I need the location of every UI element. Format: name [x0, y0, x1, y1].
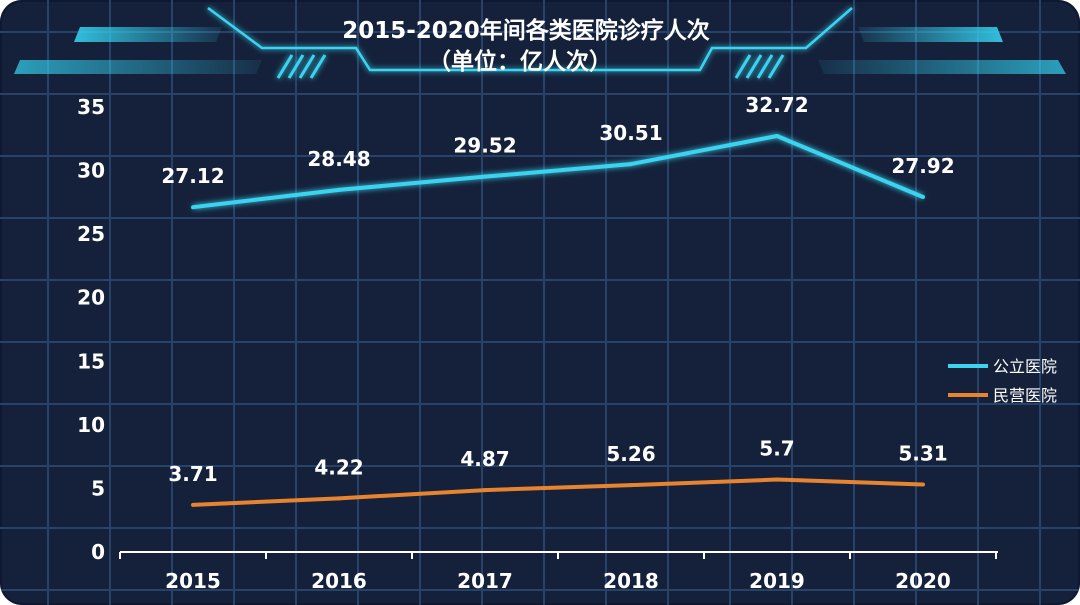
y-tick-label: 15: [77, 349, 105, 373]
data-point-public: [629, 162, 633, 167]
legend: 公立医院 民营医院: [948, 357, 1057, 405]
data-point-private: [629, 483, 633, 488]
data-point-private: [775, 477, 779, 482]
legend-label-public: 公立医院: [993, 357, 1057, 376]
y-axis: 0 5 10 15 20 25 30 35: [77, 95, 105, 564]
axes: [119, 551, 998, 559]
data-label-private: 5.26: [606, 442, 655, 466]
x-tick-label: 2020: [895, 569, 951, 593]
y-tick-label: 0: [91, 540, 105, 564]
chart-title: 2015-2020年间各类医院诊疗人次: [342, 17, 710, 44]
x-tick-label: 2017: [457, 569, 513, 593]
data-label-public: 29.52: [453, 134, 516, 158]
data-point-private: [483, 488, 487, 493]
x-tick-label: 2019: [749, 569, 805, 593]
data-labels: 27.12 28.48 29.52 30.51 32.72 27.92 3.71 4.22 4.…: [161, 93, 954, 486]
x-tick-label: 2018: [603, 569, 659, 593]
data-point-public: [337, 187, 341, 192]
legend-label-private: 民营医院: [993, 386, 1057, 405]
y-tick-label: 30: [77, 159, 105, 183]
x-tick-label: 2015: [165, 569, 221, 593]
data-point-private: [191, 502, 195, 507]
data-label-public: 28.48: [307, 147, 370, 171]
series-layer: [191, 133, 925, 507]
y-tick-label: 5: [91, 476, 105, 500]
data-label-public: 30.51: [599, 121, 662, 145]
y-tick-label: 20: [77, 286, 105, 310]
data-point-public: [775, 133, 779, 138]
data-point-public: [483, 174, 487, 179]
series-line-private-hospitals: [192, 477, 924, 507]
data-label-public: 27.92: [891, 154, 954, 178]
y-tick-label: 35: [77, 95, 105, 119]
data-label-private: 5.7: [759, 437, 794, 461]
series-line-public-hospitals: [192, 133, 924, 210]
data-point-private: [921, 482, 925, 487]
data-point-private: [337, 496, 341, 501]
chart-subtitle: （单位：亿人次）: [428, 48, 612, 75]
data-label-private: 4.22: [314, 455, 363, 479]
y-tick-label: 10: [77, 413, 105, 437]
y-tick-label: 25: [77, 222, 105, 246]
data-label-public: 32.72: [745, 93, 808, 117]
data-label-private: 3.71: [168, 462, 217, 486]
data-label-public: 27.12: [161, 164, 224, 188]
x-tick-label: 2016: [311, 569, 367, 593]
title-frame-decoration: [14, 6, 1066, 85]
data-point-public: [191, 205, 195, 210]
data-label-private: 4.87: [460, 447, 509, 471]
data-point-public: [921, 195, 925, 200]
x-axis: 2015 2016 2017 2018 2019 2020: [165, 569, 951, 593]
data-label-private: 5.31: [898, 441, 947, 465]
